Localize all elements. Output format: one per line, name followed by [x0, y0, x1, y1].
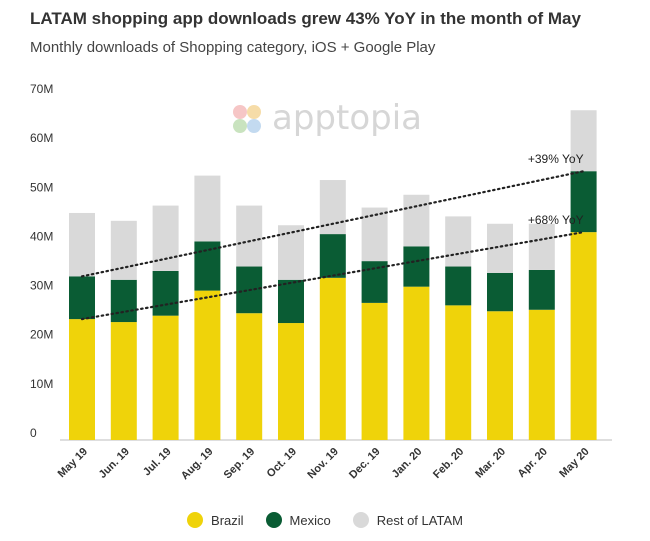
bar-brazil-may-20 — [570, 232, 597, 440]
x-tick-label: Jan. 20 — [390, 446, 425, 481]
bar-brazil-jun-19 — [110, 322, 137, 440]
bar-rest-of-latam-jun-19 — [110, 220, 137, 280]
y-tick-label: 20M — [30, 328, 53, 342]
bar-mexico-feb-20 — [445, 266, 472, 306]
trend-line-68-yoy — [80, 231, 585, 321]
legend: Brazil Mexico Rest of LATAM — [0, 512, 650, 528]
bar-brazil-apr-20 — [528, 309, 555, 440]
y-tick-label: 60M — [30, 131, 53, 145]
trend-line-39-yoy — [80, 170, 585, 278]
legend-item-mexico: Mexico — [265, 512, 331, 528]
bar-brazil-feb-20 — [445, 305, 472, 440]
x-tick-label: Apr. 20 — [515, 446, 549, 480]
bar-mexico-mar-20 — [487, 272, 513, 312]
bar-rest-of-latam-apr-20 — [528, 223, 555, 270]
x-tick-label: Nov. 19 — [305, 446, 341, 482]
bar-rest-of-latam-aug-19 — [194, 175, 221, 242]
bar-rest-of-latam-nov-19 — [319, 180, 346, 235]
bar-brazil-oct-19 — [278, 323, 304, 440]
bar-mexico-jan-20 — [403, 246, 430, 287]
legend-label-brazil: Brazil — [211, 512, 244, 528]
bar-rest-of-latam-sep-19 — [236, 205, 263, 267]
bar-mexico-may-20 — [570, 171, 597, 233]
bar-mexico-jul-19 — [152, 270, 179, 316]
y-tick-label: 70M — [30, 82, 53, 96]
bar-rest-of-latam-jan-20 — [403, 194, 430, 247]
bar-brazil-aug-19 — [194, 290, 221, 440]
x-tick-label: Mar. 20 — [473, 446, 508, 481]
y-tick-label: 40M — [30, 229, 53, 243]
apptopia-logo-text: apptopia — [272, 98, 422, 138]
x-tick-label: Jul. 19 — [141, 446, 174, 479]
y-tick-label: 10M — [30, 377, 53, 391]
apptopia-logo: apptopia — [233, 98, 422, 138]
bar-brazil-sep-19 — [236, 313, 263, 440]
bar-brazil-jul-19 — [152, 315, 179, 440]
bar-mexico-jun-19 — [110, 279, 137, 323]
bar-rest-of-latam-may-19 — [69, 212, 95, 277]
bar-rest-of-latam-may-20 — [570, 110, 597, 172]
bar-brazil-nov-19 — [319, 277, 346, 440]
legend-label-mexico: Mexico — [289, 512, 331, 528]
bar-mexico-apr-20 — [528, 269, 555, 310]
bar-rest-of-latam-feb-20 — [445, 216, 472, 267]
x-tick-label: Dec. 19 — [347, 446, 383, 482]
bar-brazil-jan-20 — [403, 286, 430, 440]
legend-swatch-mexico — [265, 512, 282, 528]
y-tick-label: 0 — [30, 426, 37, 440]
x-tick-label: Aug. 19 — [179, 446, 216, 483]
legend-item-rest-of-latam: Rest of LATAM — [352, 512, 463, 528]
bar-mexico-aug-19 — [194, 241, 221, 291]
x-tick-label: Jun. 19 — [97, 446, 132, 481]
y-tick-label: 50M — [30, 180, 53, 194]
bar-mexico-may-19 — [69, 276, 95, 320]
legend-item-brazil: Brazil — [187, 512, 244, 528]
bar-brazil-may-19 — [69, 319, 95, 440]
legend-swatch-rest-of-latam — [352, 512, 369, 528]
bar-brazil-mar-20 — [487, 311, 513, 440]
annotation-68-yoy: +68% YoY — [528, 213, 584, 227]
legend-swatch-brazil — [187, 512, 204, 528]
legend-label-rest-of-latam: Rest of LATAM — [376, 512, 463, 528]
chart-title: LATAM shopping app downloads grew 43% Yo… — [30, 9, 581, 28]
bar-mexico-oct-19 — [278, 279, 304, 324]
annotation-39-yoy: +39% YoY — [528, 152, 584, 166]
x-tick-label: Feb. 20 — [431, 446, 466, 481]
chart-subtitle: Monthly downloads of Shopping category, … — [30, 39, 436, 56]
bar-mexico-nov-19 — [319, 234, 346, 278]
x-tick-label: Sep. 19 — [222, 446, 258, 482]
bar-rest-of-latam-oct-19 — [278, 225, 304, 280]
bar-brazil-dec-19 — [361, 302, 388, 440]
x-tick-label: May 19 — [56, 446, 90, 480]
x-tick-label: May 20 — [557, 446, 591, 480]
bar-rest-of-latam-dec-19 — [361, 207, 388, 262]
x-tick-label: Oct. 19 — [265, 446, 299, 480]
apptopia-logo-icon — [233, 105, 261, 133]
y-tick-label: 30M — [30, 279, 53, 293]
